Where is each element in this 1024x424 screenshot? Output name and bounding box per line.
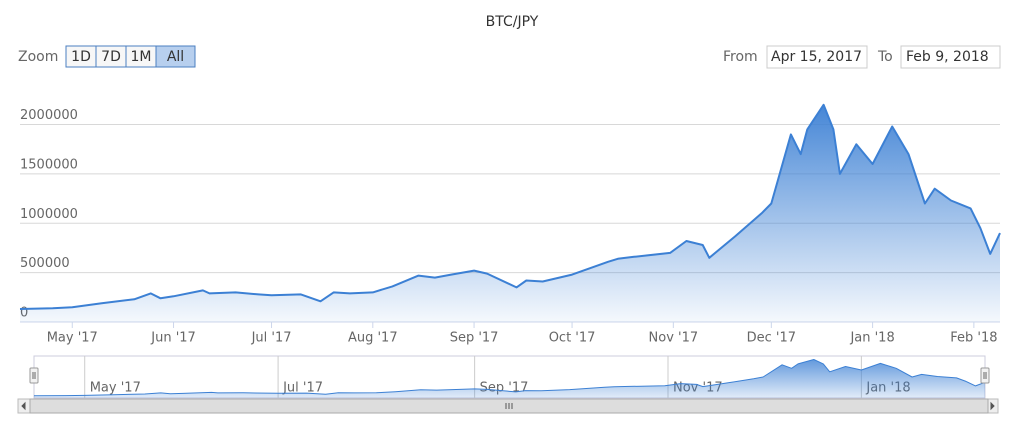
- zoom-button-label[interactable]: 1M: [131, 49, 152, 65]
- series-area: [20, 104, 1000, 322]
- navigator-area: [34, 359, 985, 398]
- navigator-handle-grip: [32, 372, 36, 379]
- navigator-line: [33, 359, 986, 397]
- navigator-handle-grip: [983, 372, 987, 379]
- x-tick-label: Aug '17: [348, 331, 398, 346]
- zoom-button-label[interactable]: All: [167, 49, 184, 65]
- navigator-tick-label: Jul '17: [282, 381, 323, 396]
- x-tick-label: Sep '17: [450, 331, 499, 346]
- from-input[interactable]: [766, 45, 868, 69]
- x-tick-label: Jul '17: [251, 331, 292, 346]
- x-tick-label: Feb '18: [950, 331, 997, 346]
- zoom-button[interactable]: [155, 45, 196, 68]
- x-tick-label: Nov '17: [649, 331, 699, 346]
- x-tick-label: Jun '17: [150, 331, 196, 346]
- y-tick-label: 500000: [20, 256, 70, 271]
- x-tick-label: Jan '18: [849, 331, 894, 346]
- navigator-handle[interactable]: [980, 367, 990, 384]
- zoom-button-label[interactable]: 7D: [101, 49, 121, 65]
- scrollbar-icons: [21, 401, 995, 411]
- y-tick-label: 1500000: [20, 157, 78, 172]
- series-line: [19, 103, 1001, 310]
- x-tick-label: Oct '17: [549, 331, 596, 346]
- y-tick-label: 1000000: [20, 207, 78, 222]
- from-label: From: [723, 49, 758, 65]
- zoom-label: Zoom: [18, 49, 58, 65]
- to-input[interactable]: [900, 45, 1001, 69]
- to-value[interactable]: Feb 9, 2018: [906, 49, 989, 65]
- navigator-handle[interactable]: [29, 367, 39, 384]
- zoom-button-label[interactable]: 1D: [71, 49, 91, 65]
- to-label: To: [877, 49, 893, 65]
- y-tick-label: 2000000: [20, 108, 78, 123]
- x-tick-label: Dec '17: [747, 331, 796, 346]
- navigator-tick-label: May '17: [90, 381, 141, 396]
- from-value[interactable]: Apr 15, 2017: [771, 49, 862, 65]
- x-tick-label: May '17: [47, 331, 98, 346]
- chart-title: BTC/JPY: [486, 14, 539, 30]
